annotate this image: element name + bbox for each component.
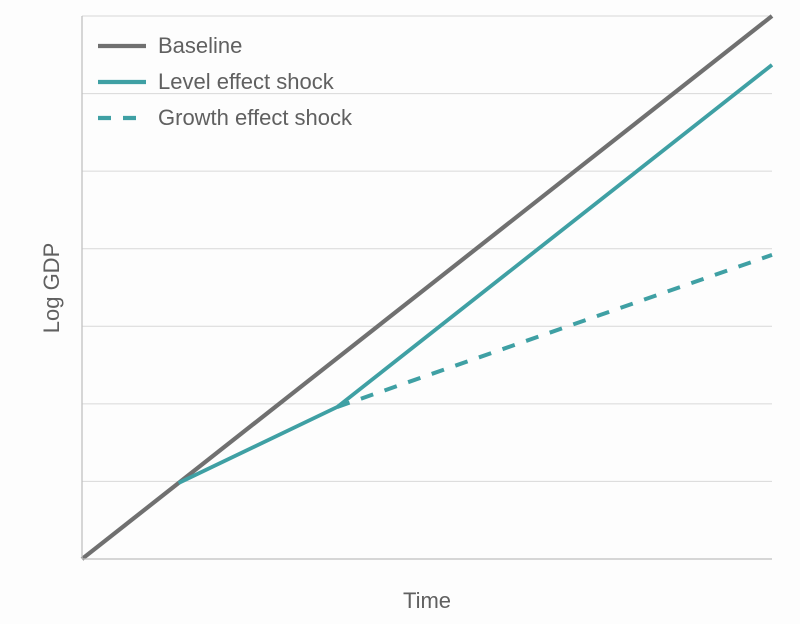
legend-item-growth_effect: Growth effect shock [98,102,352,134]
legend-item-baseline: Baseline [98,30,352,62]
legend-label-level_effect: Level effect shock [158,66,334,98]
legend-label-baseline: Baseline [158,30,242,62]
legend-swatch-level_effect [98,75,146,89]
legend-swatch-baseline [98,39,146,53]
y-axis-label: Log GDP [39,243,65,334]
legend-item-level_effect: Level effect shock [98,66,352,98]
legend: Baseline Level effect shock Growth effect … [98,30,352,134]
legend-label-growth_effect: Growth effect shock [158,102,352,134]
gdp-shock-chart: Log GDP Time Baseline Level effect shock G… [0,0,800,624]
x-axis-label: Time [403,588,451,614]
legend-swatch-growth_effect [98,111,146,125]
